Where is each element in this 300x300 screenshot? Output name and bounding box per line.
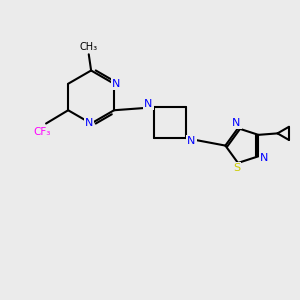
Text: N: N	[85, 118, 93, 128]
Text: CH₃: CH₃	[80, 42, 98, 52]
Text: N: N	[232, 118, 241, 128]
Text: N: N	[187, 136, 196, 146]
Text: N: N	[112, 79, 121, 89]
Text: S: S	[233, 163, 240, 173]
Text: N: N	[144, 99, 153, 110]
Text: N: N	[260, 153, 268, 163]
Text: CF₃: CF₃	[33, 127, 50, 137]
